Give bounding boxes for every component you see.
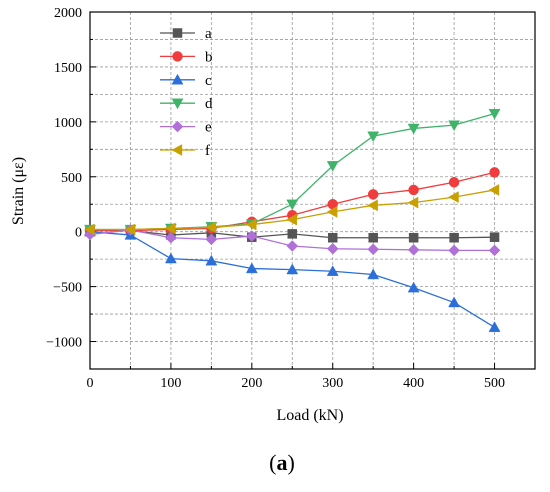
caption-open: ( (269, 450, 276, 475)
legend-marker (172, 51, 183, 62)
legend-marker (171, 73, 184, 85)
data-point-f (367, 199, 378, 212)
legend-label: a (205, 26, 212, 42)
series-group (83, 108, 501, 332)
legend-item-b: b (160, 49, 213, 65)
data-point-a (287, 229, 298, 239)
y-tick-label: −1000 (46, 336, 82, 351)
data-point-e (407, 243, 420, 256)
data-point-f (326, 205, 338, 218)
data-point-c (286, 263, 299, 275)
data-point-f (83, 223, 95, 236)
data-point-f (286, 213, 297, 226)
data-point-d (326, 161, 339, 172)
axes: 0 100 200 300 400 500 −1000 −500 0 500 1000 1500 200… (46, 6, 536, 391)
x-tick-label: 100 (160, 376, 181, 391)
legend-label: f (205, 143, 210, 159)
legend-marker (172, 28, 183, 38)
data-point-d (367, 131, 380, 143)
data-point-b (448, 177, 460, 188)
data-point-f (448, 191, 459, 204)
legend-marker (171, 144, 183, 156)
data-point-f (164, 222, 176, 235)
series-c (84, 225, 501, 332)
legend-item-e: e (160, 120, 212, 136)
y-tick-label: 1000 (54, 116, 82, 131)
data-point-b (367, 189, 379, 200)
y-axis-title: Strain (με) (10, 157, 27, 225)
y-tick-label: 1500 (54, 61, 82, 76)
data-point-f (245, 218, 257, 231)
data-point-f (407, 196, 419, 209)
data-point-e (448, 244, 460, 257)
data-point-e (286, 240, 299, 252)
legend-marker (171, 120, 184, 133)
data-point-c (448, 296, 461, 308)
data-point-c (326, 265, 339, 276)
y-tick-label: −500 (53, 281, 82, 296)
plot-frame (89, 11, 536, 370)
data-point-b (408, 184, 419, 196)
data-point-d (286, 199, 299, 211)
series-f (83, 184, 500, 236)
x-tick-label: 400 (403, 376, 424, 391)
data-point-e (488, 244, 501, 257)
caption-close: ) (288, 450, 295, 475)
data-point-e (326, 242, 339, 255)
data-point-d (407, 123, 420, 135)
data-point-c (367, 268, 380, 280)
data-point-c (205, 254, 218, 266)
figure-caption: (a) (269, 450, 295, 475)
legend-label: c (205, 73, 212, 89)
x-tick-label: 300 (322, 376, 343, 391)
legend-label: d (205, 96, 213, 112)
data-point-f (205, 221, 217, 234)
data-point-a (327, 232, 338, 243)
grid (90, 12, 535, 369)
data-point-d (448, 120, 461, 132)
data-point-a (408, 232, 419, 243)
caption-letter: a (277, 450, 288, 475)
data-point-f (488, 184, 500, 196)
y-tick-label: 0 (75, 226, 82, 241)
data-point-e (245, 230, 258, 242)
x-tick-label: 200 (241, 376, 262, 391)
x-tick-label: 500 (484, 376, 505, 391)
data-point-b (489, 167, 500, 178)
data-point-c (164, 252, 177, 264)
data-point-a (368, 232, 378, 243)
legend-item-c: c (160, 73, 212, 89)
data-point-e (205, 233, 218, 246)
data-point-f (124, 223, 136, 236)
x-tick-label: 0 (87, 376, 94, 391)
data-point-e (367, 243, 380, 256)
data-point-d (488, 108, 501, 120)
legend-item-f: f (160, 143, 210, 159)
data-point-e (165, 231, 177, 244)
data-point-c (488, 321, 501, 332)
data-point-a (489, 232, 500, 242)
legend-label: e (205, 120, 212, 136)
y-tick-label: 500 (61, 171, 82, 186)
y-tick-label: 2000 (54, 6, 82, 21)
data-point-c (245, 262, 258, 274)
data-point-c (407, 281, 420, 293)
legend-marker (171, 98, 184, 110)
data-point-a (449, 232, 459, 243)
legend-item-a: a (160, 26, 212, 42)
legend-label: b (205, 49, 213, 65)
x-axis-title: Load (kN) (276, 407, 343, 424)
legend-item-d: d (160, 96, 213, 112)
